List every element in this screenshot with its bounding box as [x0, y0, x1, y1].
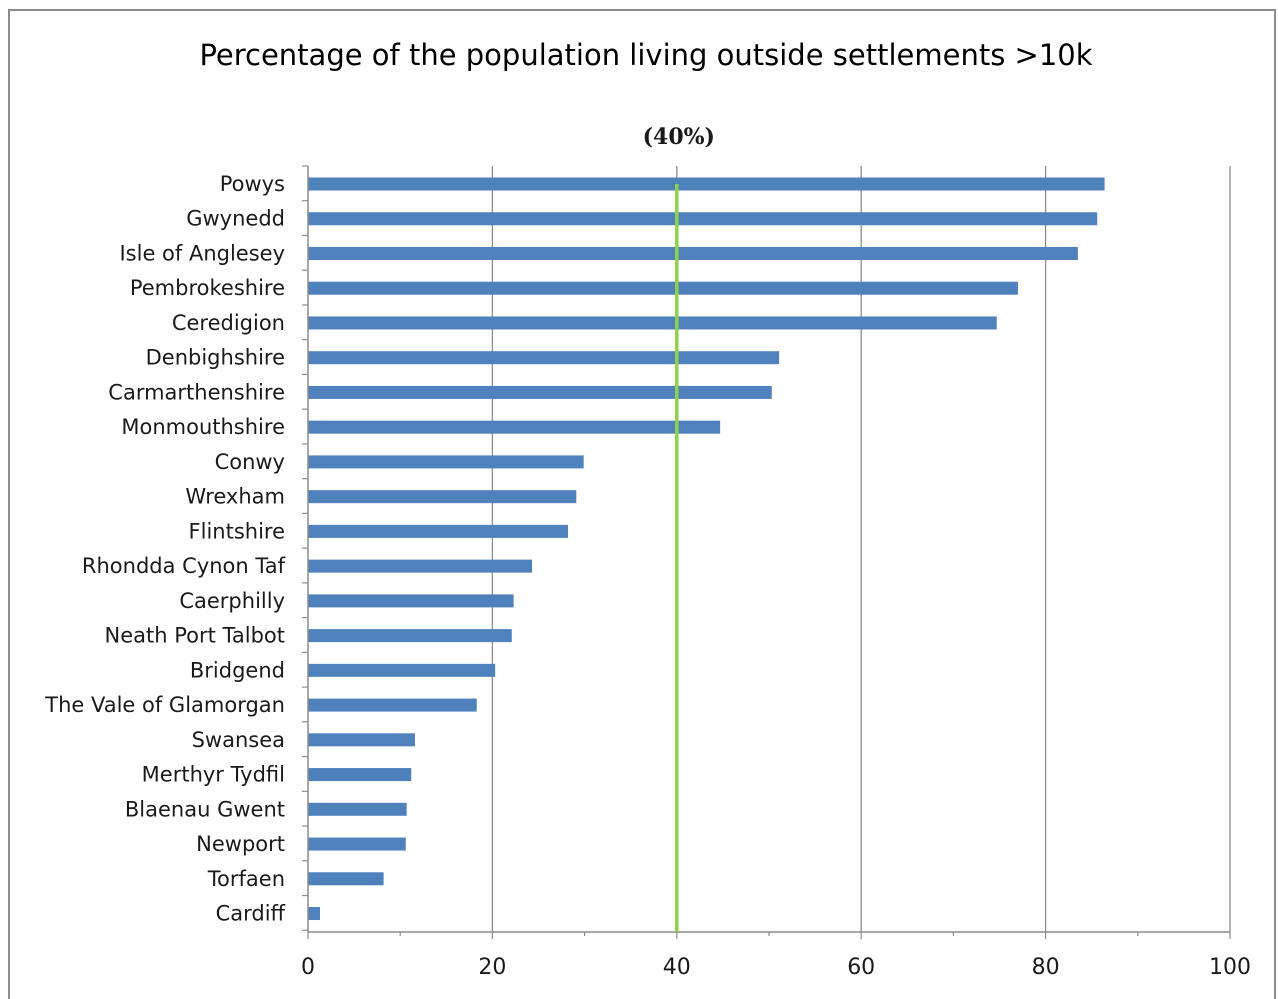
category-label: Swansea: [192, 728, 285, 752]
bar-rhondda-cynon-taf: [308, 559, 533, 573]
bar-isle-of-anglesey: [308, 246, 1078, 260]
x-tick-label: 20: [478, 955, 506, 980]
bar-carmarthenshire: [308, 385, 772, 399]
category-label: Rhondda Cynon Taf: [82, 554, 286, 578]
gridlines: [491, 166, 1231, 932]
category-label: Merthyr Tydfil: [142, 763, 285, 787]
bar-pembrokeshire: [308, 281, 1018, 295]
chart-frame: [8, 9, 1276, 999]
bar-ceredigion: [308, 316, 997, 330]
chart-title: Percentage of the population living outs…: [199, 38, 1092, 72]
category-label: Bridgend: [190, 658, 285, 682]
category-label: The Vale of Glamorgan: [44, 693, 285, 717]
x-tick-label: 40: [663, 955, 691, 980]
bar-conwy: [308, 455, 584, 469]
axes: [302, 165, 1231, 939]
tick-labels: 0 20 40 60 80 100: [301, 955, 1251, 980]
category-label: Ceredigion: [172, 311, 285, 335]
bar-the-vale-of-glamorgan: [308, 698, 477, 712]
category-label: Monmouthshire: [121, 415, 285, 439]
category-label: Wrexham: [185, 485, 285, 509]
x-tick-label: 100: [1209, 955, 1251, 980]
bar-merthyr-tydfil: [308, 768, 412, 782]
bar-wrexham: [308, 490, 577, 504]
category-label: Denbighshire: [146, 346, 285, 370]
bar-denbighshire: [308, 351, 780, 365]
category-label: Neath Port Talbot: [105, 624, 286, 648]
category-label: Newport: [196, 832, 285, 856]
bar-blaenau-gwent: [308, 802, 407, 816]
category-label: Conwy: [215, 450, 285, 474]
bar-newport: [308, 837, 406, 851]
category-label: Flintshire: [189, 519, 285, 543]
category-labels: Powys Gwynedd Isle of Anglesey Pembrokeshir…: [44, 172, 285, 926]
bar-swansea: [308, 733, 415, 747]
category-label: Torfaen: [207, 867, 285, 891]
bar-monmouthshire: [308, 420, 721, 434]
bar-cardiff: [308, 907, 320, 921]
x-tick-label: 80: [1032, 955, 1060, 980]
reference-line-label: (40%): [643, 124, 715, 150]
x-tick-label: 60: [847, 955, 875, 980]
category-label: Carmarthenshire: [108, 380, 285, 404]
category-label: Gwynedd: [186, 207, 285, 231]
category-label: Isle of Anglesey: [119, 241, 285, 265]
category-label: Pembrokeshire: [130, 276, 285, 300]
category-label: Cardiff: [216, 902, 286, 926]
category-label: Blaenau Gwent: [125, 797, 285, 821]
bar-bridgend: [308, 663, 496, 677]
bar-flintshire: [308, 524, 569, 538]
category-label: Powys: [220, 172, 285, 196]
bar-neath-port-talbot: [308, 629, 512, 643]
category-label: Caerphilly: [179, 589, 285, 613]
reference-line-group: (40%): [643, 124, 715, 932]
bar-torfaen: [308, 872, 384, 886]
x-tick-label: 0: [301, 955, 315, 980]
bar-gwynedd: [308, 212, 1098, 226]
bars: [308, 177, 1105, 921]
bar-powys: [308, 177, 1105, 191]
bar-caerphilly: [308, 594, 514, 608]
